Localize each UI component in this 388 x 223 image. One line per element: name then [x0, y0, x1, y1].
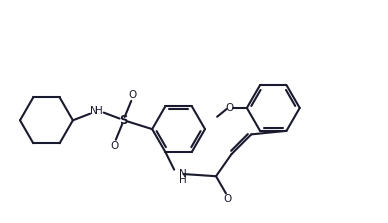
Text: N: N	[90, 107, 98, 116]
Text: S: S	[119, 114, 128, 127]
Text: O: O	[128, 90, 137, 100]
Text: H: H	[178, 175, 186, 184]
Text: N: N	[178, 169, 186, 179]
Text: O: O	[223, 194, 231, 204]
Text: O: O	[111, 141, 119, 151]
Text: H: H	[95, 107, 103, 116]
Text: O: O	[225, 103, 233, 113]
